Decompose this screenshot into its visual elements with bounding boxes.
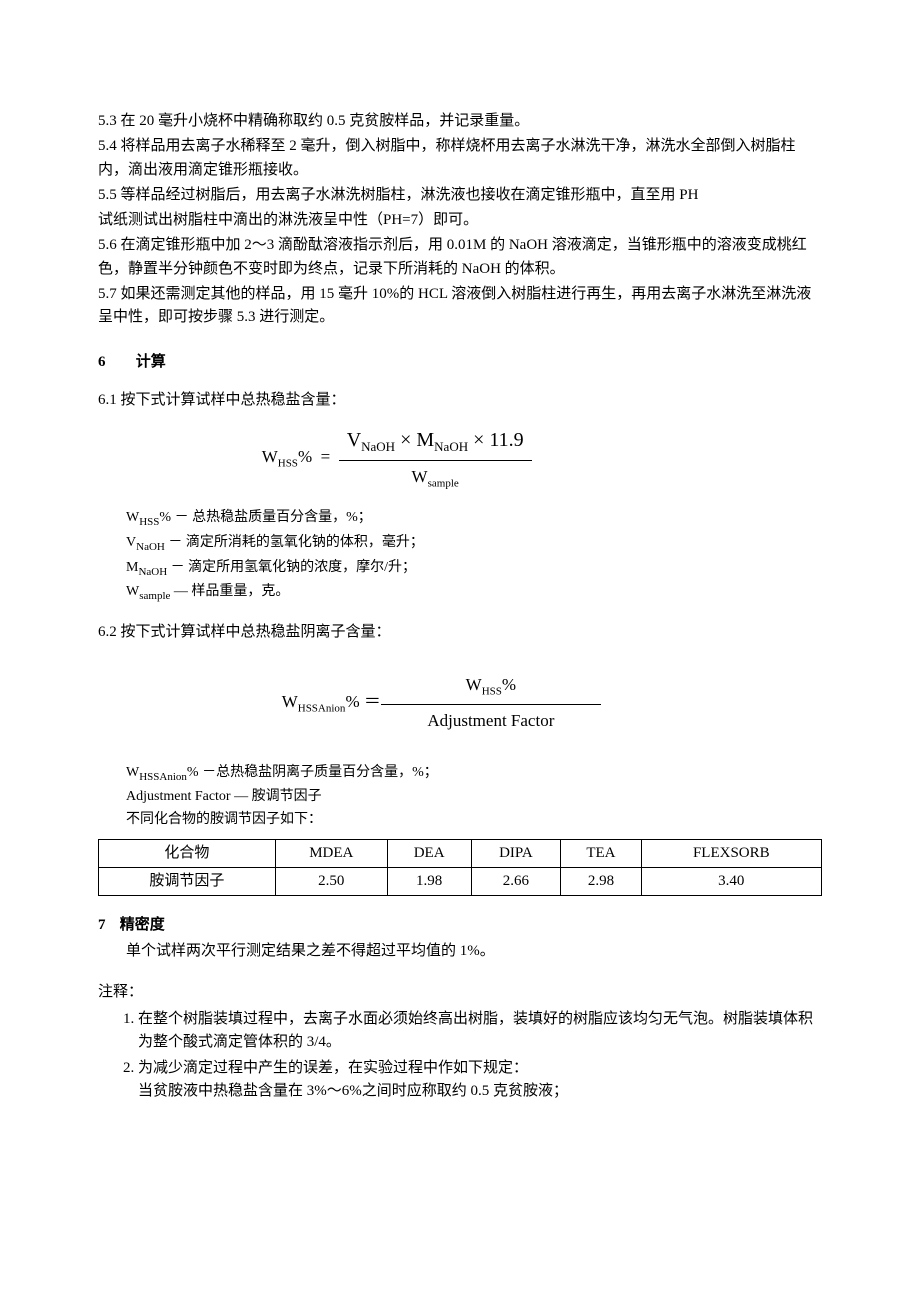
eq1-denominator: Wsample	[404, 464, 467, 492]
def1-vnaoh: VNaOH － 滴定所消耗的氢氧化钠的体积，毫升；	[126, 532, 822, 556]
eq2-numerator: WHSS%	[458, 672, 524, 700]
step-5-6: 5.6 在滴定锥形瓶中加 2～3 滴酚酞溶液指示剂后，用 0.01M 的 NaO…	[98, 234, 822, 281]
section-6-number: 6	[98, 351, 132, 374]
section-7-title: 7 精密度	[98, 914, 822, 937]
th-dipa: DIPA	[471, 839, 561, 867]
step-5-5-line2: 试纸测试出树脂柱中滴出的淋洗液呈中性（PH=7）即可。	[98, 209, 822, 232]
eq2-lhs: WHSSAnion% ＝	[248, 663, 381, 744]
step-6-2: 6.2 按下式计算试样中总热稳盐阴离子含量：	[98, 621, 822, 644]
eq2-denominator: Adjustment Factor	[419, 708, 562, 734]
td-dea: 1.98	[387, 868, 471, 896]
equation-1: WHSS% = VNaOH × MNaOH × 11.9 Wsample	[98, 418, 822, 499]
def1-wsample: Wsample — 样品重量，克。	[126, 581, 822, 605]
th-compound: 化合物	[99, 839, 276, 867]
th-dea: DEA	[387, 839, 471, 867]
def2-whssanion: WHSSAnion% －总热稳盐阴离子质量百分含量，%；	[126, 762, 822, 786]
notes-title: 注释：	[98, 981, 822, 1004]
td-mdea: 2.50	[275, 868, 387, 896]
note-2: 为减少滴定过程中产生的误差，在实验过程中作如下规定： 当贫胺液中热稳盐含量在 3…	[138, 1057, 822, 1104]
section-7-body: 单个试样两次平行测定结果之差不得超过平均值的 1%。	[126, 940, 822, 963]
section-6-label: 计算	[136, 354, 166, 370]
note-2b: 当贫胺液中热稳盐含量在 3%～6%之间时应称取约 0.5 克贫胺液；	[138, 1083, 568, 1099]
table-data-row: 胺调节因子 2.50 1.98 2.66 2.98 3.40	[99, 868, 822, 896]
eq1-definitions: WHSS% － 总热稳盐质量百分含量，%； VNaOH － 滴定所消耗的氢氧化钠…	[126, 507, 822, 605]
section-7-label: 精密度	[120, 917, 165, 933]
def1-whss: WHSS% － 总热稳盐质量百分含量，%；	[126, 507, 822, 531]
notes-section: 注释： 在整个树脂装填过程中，去离子水面必须始终高出树脂，装填好的树脂应该均匀无…	[98, 981, 822, 1103]
section-6-title: 6 计算	[98, 351, 822, 374]
td-flexsorb: 3.40	[641, 868, 821, 896]
eq2-definitions: WHSSAnion% －总热稳盐阴离子质量百分含量，%； Adjustment …	[126, 762, 822, 831]
amine-factor-table: 化合物 MDEA DEA DIPA TEA FLEXSORB 胺调节因子 2.5…	[98, 839, 822, 897]
equation-2: WHSSAnion% ＝ WHSS% Adjustment Factor	[98, 663, 822, 744]
eq1-bar	[339, 460, 532, 461]
step-5-3: 5.3 在 20 毫升小烧杯中精确称取约 0.5 克贫胺样品，并记录重量。	[98, 110, 822, 133]
td-label: 胺调节因子	[99, 868, 276, 896]
def1-mnaoh: MNaOH － 滴定所用氢氧化钠的浓度，摩尔/升；	[126, 557, 822, 581]
step-5-4: 5.4 将样品用去离子水稀释至 2 毫升，倒入树脂中，称样烧杯用去离子水淋洗干净…	[98, 135, 822, 182]
note-1: 在整个树脂装填过程中，去离子水面必须始终高出树脂，装填好的树脂应该均匀无气泡。树…	[138, 1008, 822, 1055]
def2-intro-table: 不同化合物的胺调节因子如下：	[126, 809, 822, 831]
eq1-lhs: WHSS% =	[228, 418, 339, 499]
td-dipa: 2.66	[471, 868, 561, 896]
step-5-5-line1: 5.5 等样品经过树脂后，用去离子水淋洗树脂柱，淋洗液也接收在滴定锥形瓶中，直至…	[98, 184, 822, 207]
eq2-fraction: WHSS% Adjustment Factor	[381, 672, 601, 734]
th-tea: TEA	[561, 839, 641, 867]
step-6-1: 6.1 按下式计算试样中总热稳盐含量：	[98, 389, 822, 412]
eq1-fraction: VNaOH × MNaOH × 11.9 Wsample	[339, 425, 532, 493]
th-mdea: MDEA	[275, 839, 387, 867]
def2-adjustment-factor: Adjustment Factor — 胺调节因子	[126, 786, 822, 808]
eq2-bar	[381, 704, 601, 705]
eq1-numerator: VNaOH × MNaOH × 11.9	[339, 425, 532, 457]
td-tea: 2.98	[561, 868, 641, 896]
table-header-row: 化合物 MDEA DEA DIPA TEA FLEXSORB	[99, 839, 822, 867]
th-flexsorb: FLEXSORB	[641, 839, 821, 867]
section-7-number: 7	[98, 914, 116, 937]
step-5-7: 5.7 如果还需测定其他的样品，用 15 毫升 10%的 HCL 溶液倒入树脂柱…	[98, 283, 822, 330]
page: 5.3 在 20 毫升小烧杯中精确称取约 0.5 克贫胺样品，并记录重量。 5.…	[0, 0, 920, 1302]
